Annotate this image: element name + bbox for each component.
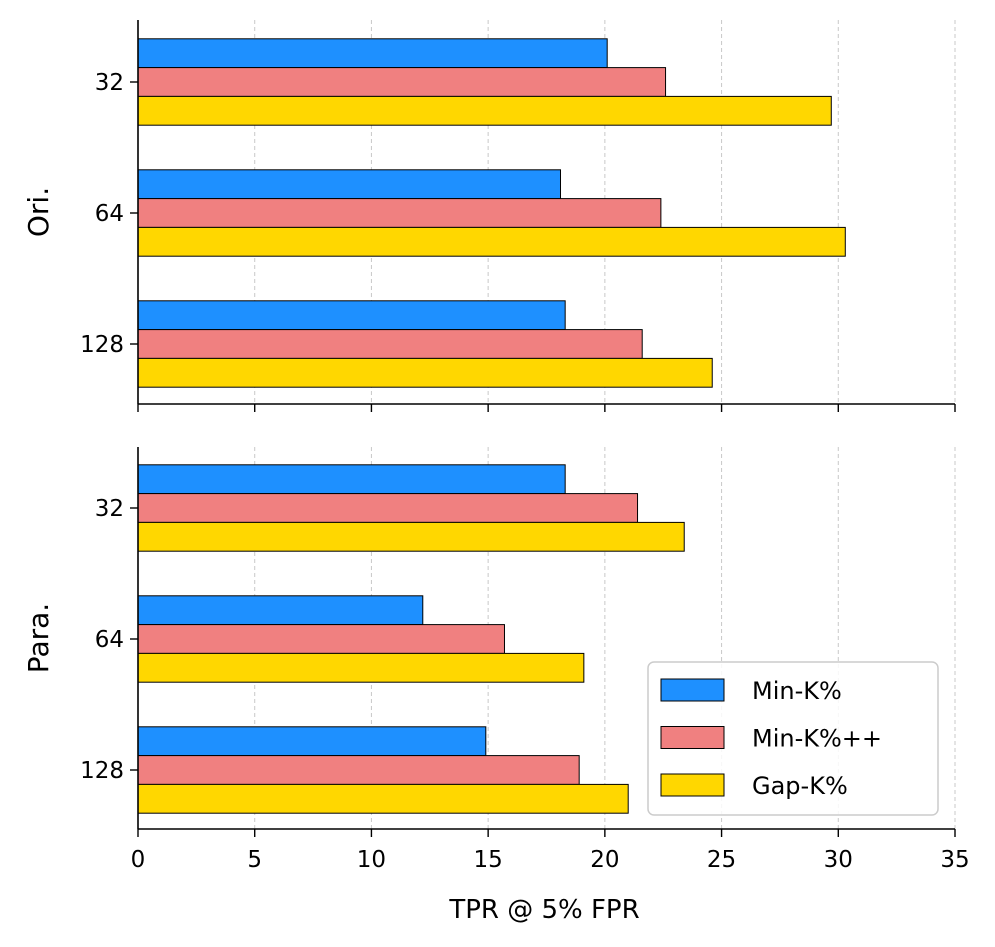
legend-label-min-k-: Min-K%++ bbox=[752, 725, 882, 753]
panel-2-bar-min-k--128 bbox=[137, 726, 487, 757]
x-tick-label-30: 30 bbox=[824, 847, 853, 873]
panel-1-bar-gap-k--64 bbox=[137, 226, 846, 257]
x-tick-label-0: 0 bbox=[131, 847, 146, 873]
x-tick-label-5: 5 bbox=[247, 847, 262, 873]
legend-swatch-gap-k- bbox=[660, 773, 725, 797]
x-tick-label-25: 25 bbox=[707, 847, 736, 873]
panel-2-y-tick-label-128: 128 bbox=[80, 758, 124, 784]
panel-2-y-axis-label: Para. bbox=[22, 603, 55, 673]
panel-2-bar-min-k--64 bbox=[137, 624, 505, 654]
panel-2-y-tick-label-32: 32 bbox=[95, 496, 124, 522]
panel-1-bar-gap-k--128 bbox=[137, 357, 713, 388]
panel-1-bar-min-k--64 bbox=[137, 198, 662, 228]
panel-1-bar-min-k--128 bbox=[137, 329, 643, 359]
legend-label-gap-k-: Gap-K% bbox=[752, 772, 848, 800]
panel-1-bar-gap-k--32 bbox=[137, 95, 832, 126]
legend-swatch-min-k- bbox=[660, 726, 725, 749]
x-tick-label-35: 35 bbox=[940, 847, 969, 873]
x-axis-label: TPR @ 5% FPR bbox=[448, 895, 639, 925]
panel-2-bar-gap-k--32 bbox=[137, 521, 685, 552]
x-tick-label-20: 20 bbox=[590, 847, 619, 873]
panel-2-bar-min-k--128 bbox=[137, 755, 580, 785]
panel-2-bar-min-k--32 bbox=[137, 493, 639, 523]
panel-2-bar-gap-k--128 bbox=[137, 783, 629, 814]
panel-1-bar-min-k--32 bbox=[137, 38, 608, 69]
panel-1-y-axis-label: Ori. bbox=[22, 187, 55, 237]
legend-swatch-min-k- bbox=[660, 678, 725, 702]
panel-2-y-tick-label-64: 64 bbox=[95, 627, 124, 653]
x-tick-label-15: 15 bbox=[474, 847, 503, 873]
panel-2-bar-gap-k--64 bbox=[137, 652, 585, 683]
panel-1-y-tick-label-32: 32 bbox=[95, 70, 124, 96]
panel-1-bar-min-k--64 bbox=[137, 169, 562, 200]
panel-2-bar-min-k--32 bbox=[137, 464, 566, 495]
panel-1-bar-min-k--32 bbox=[137, 67, 667, 97]
panel-1-y-tick-label-128: 128 bbox=[80, 332, 124, 358]
panel-1-bar-min-k--128 bbox=[137, 300, 566, 331]
panel-1-y-tick-label-64: 64 bbox=[95, 201, 124, 227]
x-tick-label-10: 10 bbox=[357, 847, 386, 873]
panel-2-bar-min-k--64 bbox=[137, 595, 424, 626]
legend-label-min-k-: Min-K% bbox=[752, 677, 842, 705]
